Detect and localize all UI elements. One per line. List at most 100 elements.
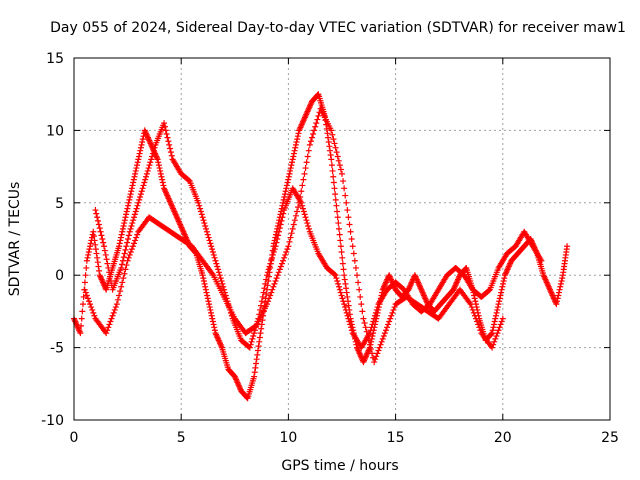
x-tick-label: 20 (494, 430, 512, 446)
data-point (495, 327, 502, 334)
data-point (389, 309, 396, 316)
data-point (330, 179, 337, 186)
chart-title: Day 055 of 2024, Sidereal Day-to-day VTE… (50, 20, 626, 36)
data-point (282, 188, 289, 195)
data-point (378, 338, 385, 345)
data-point (564, 243, 571, 250)
data-point (364, 333, 371, 340)
data-point (473, 315, 479, 322)
data-point (382, 327, 389, 334)
data-point (165, 138, 172, 145)
data-point (357, 293, 364, 300)
data-point (339, 254, 346, 261)
data-point (90, 233, 97, 240)
data-point (123, 243, 130, 250)
data-point (285, 173, 292, 180)
data-point (362, 324, 369, 331)
data-point (277, 221, 284, 228)
data-point (84, 295, 91, 302)
data-point (87, 243, 94, 250)
data-point (136, 196, 143, 203)
data-point (104, 327, 111, 334)
data-point (134, 162, 141, 169)
data-point (81, 279, 88, 286)
data-point (86, 298, 93, 305)
data-point (302, 165, 309, 172)
data-point (128, 246, 135, 253)
data-point (343, 309, 350, 316)
data-point (202, 222, 209, 229)
data-point (488, 330, 495, 337)
data-point (85, 249, 92, 256)
data-point (125, 254, 132, 261)
data-point (299, 202, 306, 209)
data-point (324, 130, 331, 137)
data-point (200, 217, 207, 224)
data-point (492, 315, 499, 322)
data-point (159, 176, 166, 183)
data-point (278, 260, 285, 267)
data-point (129, 243, 136, 250)
data-point (139, 136, 146, 143)
plot-frame (73, 57, 611, 421)
data-point (133, 205, 140, 212)
data-point (293, 138, 300, 145)
data-point (332, 144, 339, 151)
data-point (368, 324, 375, 331)
data-point (130, 217, 137, 224)
data-point (293, 208, 300, 215)
data-point (351, 257, 358, 264)
data-point (92, 207, 99, 214)
data-point (348, 327, 355, 334)
data-point (155, 162, 162, 169)
data-point (103, 330, 110, 337)
data-point (143, 170, 150, 177)
data-point (557, 283, 564, 290)
data-point (201, 220, 208, 227)
data-point (151, 144, 158, 151)
data-point (490, 324, 497, 331)
data-point (256, 338, 263, 345)
data-point (126, 251, 133, 258)
data-point (361, 319, 368, 326)
data-point (294, 136, 301, 143)
data-point (345, 214, 352, 221)
data-point (286, 238, 293, 245)
data-point (275, 269, 282, 276)
data-point (346, 318, 353, 325)
data-point (377, 341, 384, 348)
data-point (325, 134, 332, 141)
data-point (496, 324, 503, 331)
data-point (352, 264, 359, 271)
data-point (246, 344, 253, 351)
data-point (80, 293, 87, 300)
data-point (491, 321, 498, 328)
data-point (348, 236, 355, 242)
data-point (95, 221, 102, 228)
data-point (128, 188, 135, 195)
data-point (200, 277, 207, 284)
data-point (89, 231, 96, 238)
data-point (119, 279, 126, 286)
data-point (288, 230, 295, 237)
data-point (146, 162, 153, 169)
data-point (325, 138, 332, 145)
data-point (209, 246, 216, 253)
data-point (289, 159, 296, 166)
data-point (337, 243, 344, 250)
data-point (335, 225, 342, 232)
data-point (127, 225, 134, 232)
data-point (125, 202, 132, 209)
data-point (78, 322, 85, 329)
data-point (203, 228, 210, 235)
data-point (269, 254, 276, 261)
data-point (346, 221, 353, 228)
data-point (336, 286, 343, 293)
data-point (500, 280, 507, 287)
data-point (374, 304, 381, 311)
data-point (334, 277, 341, 284)
data-point (220, 283, 227, 290)
data-point (124, 239, 131, 246)
data-point (368, 335, 375, 342)
data-point (297, 194, 304, 201)
